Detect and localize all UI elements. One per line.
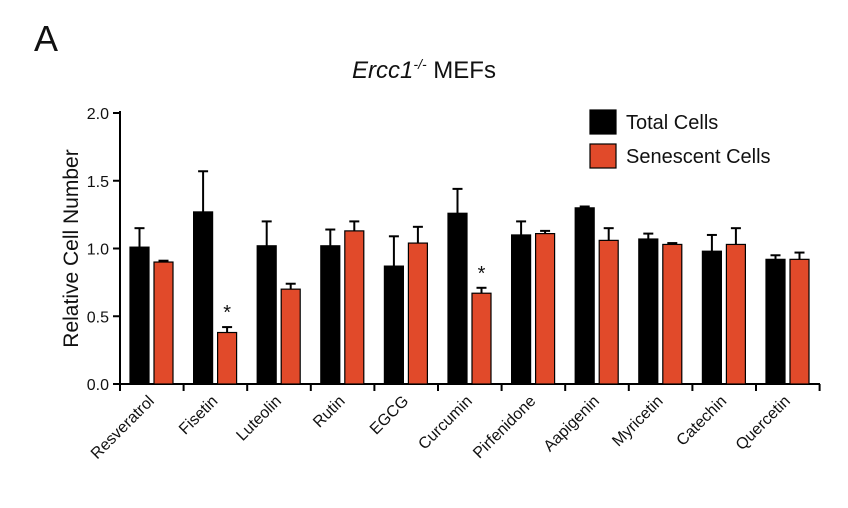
bar (383, 265, 404, 385)
bar (534, 232, 556, 385)
bar (701, 250, 723, 385)
bar (765, 258, 786, 385)
x-tick-label: Curcumin (415, 393, 475, 453)
bar (511, 234, 532, 385)
y-axis-label: Relative Cell Number (60, 149, 83, 347)
bar (193, 211, 214, 385)
bar (153, 261, 174, 385)
bar (725, 243, 747, 385)
y-tick-label: 0.0 (87, 377, 109, 394)
bar (598, 239, 619, 385)
panel-label: A (34, 18, 59, 59)
x-tick-label: EGCG (367, 393, 412, 438)
legend-swatch (589, 143, 617, 169)
bar (256, 245, 277, 385)
bar (407, 242, 428, 385)
title-suffix: MEFs (426, 57, 496, 84)
x-tick-label: Catechin (674, 393, 731, 450)
x-tick-label: Myricetin (609, 393, 666, 450)
x-tick-label: Fisetin (176, 393, 221, 438)
bar (447, 212, 468, 385)
bar (789, 258, 810, 385)
bar (574, 207, 595, 385)
y-tick-label: 1.5 (87, 174, 109, 191)
x-tick-label: Luteolin (233, 393, 285, 445)
y-tick-label: 2.0 (87, 106, 109, 123)
y-tick-label: 1.0 (87, 242, 109, 259)
y-tick-label: 0.5 (87, 309, 109, 326)
legend-label: Total Cells (626, 112, 718, 134)
bar (662, 243, 683, 385)
x-tick-label: Aapigenin (541, 393, 603, 455)
x-tick-label: Quercetin (733, 393, 794, 454)
bar (471, 292, 492, 385)
title-gene: Ercc1 (352, 57, 414, 84)
bar (280, 288, 301, 385)
bar (217, 331, 238, 385)
bar (129, 246, 150, 385)
significance-star: * (478, 263, 486, 285)
legend-label: Senescent Cells (626, 146, 771, 168)
x-tick-label: Rutin (310, 393, 348, 431)
significance-star: * (223, 302, 231, 324)
title-superscript: -/- (413, 56, 427, 72)
bar (344, 230, 365, 385)
chart-title: Ercc1-/- MEFs (0, 56, 848, 85)
legend-swatch (589, 109, 617, 135)
bar (638, 238, 659, 385)
bar (320, 245, 341, 385)
x-tick-label: Pirfenidone (470, 393, 539, 462)
x-tick-label: Resveratrol (88, 393, 158, 463)
